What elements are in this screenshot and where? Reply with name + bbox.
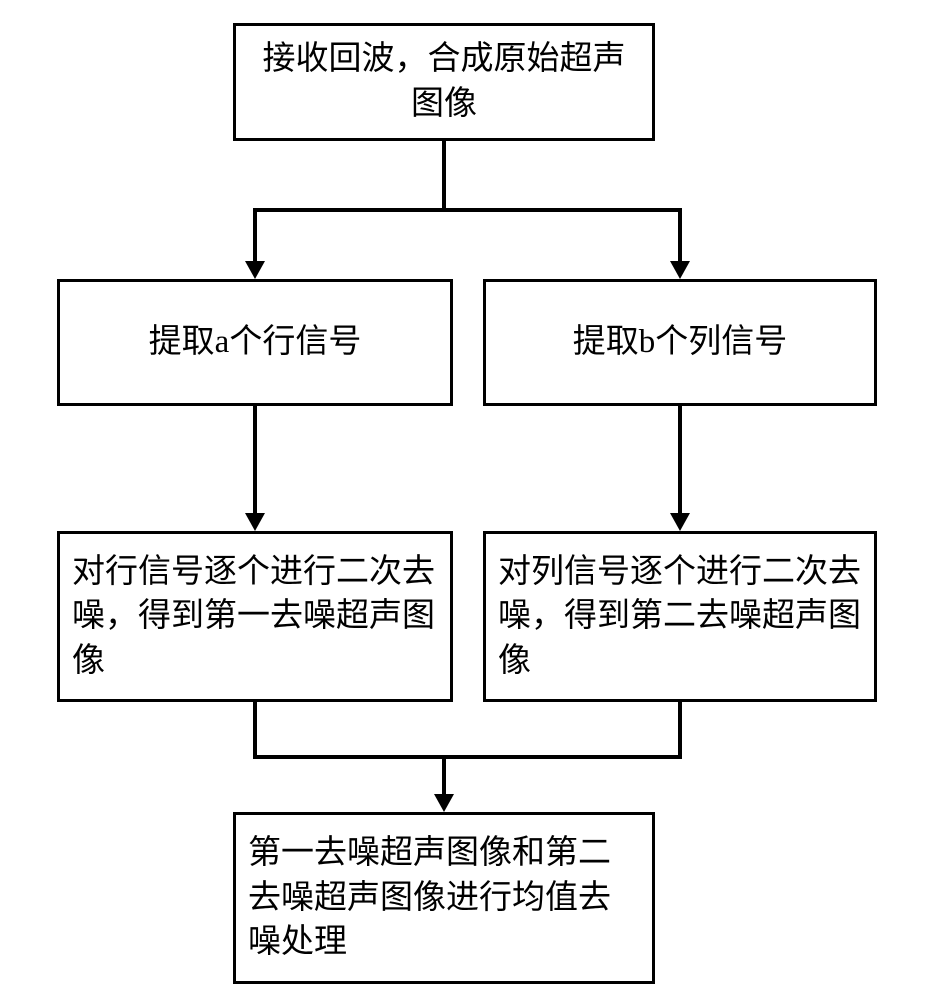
node-text: 提取b个列信号 xyxy=(573,320,788,365)
arrow-to-n5 xyxy=(670,513,690,531)
node-text: 接收回波，合成原始超声图像 xyxy=(248,37,640,126)
edge-branch-left-drop xyxy=(253,208,257,262)
node-text: 第一去噪超声图像和第二去噪超声图像进行均值去噪处理 xyxy=(248,831,640,965)
edge-n4-merge-drop xyxy=(253,702,257,759)
edge-merge-stem xyxy=(442,755,446,795)
node-text: 对列信号逐个进行二次去噪，得到第二去噪超声图像 xyxy=(498,550,862,684)
edge-branch-right-drop xyxy=(678,208,682,262)
edge-n5-merge-drop xyxy=(678,702,682,759)
flow-node-denoise-row: 对行信号逐个进行二次去噪，得到第一去噪超声图像 xyxy=(57,531,453,702)
arrow-to-n2 xyxy=(245,261,265,279)
arrow-to-n4 xyxy=(245,513,265,531)
edge-n1-stem xyxy=(442,141,446,210)
flow-node-extract-col: 提取b个列信号 xyxy=(483,279,877,406)
flow-node-mean-denoise: 第一去噪超声图像和第二去噪超声图像进行均值去噪处理 xyxy=(233,812,655,984)
flow-node-denoise-col: 对列信号逐个进行二次去噪，得到第二去噪超声图像 xyxy=(483,531,877,702)
edge-n3-n5 xyxy=(678,406,682,514)
node-text: 提取a个行信号 xyxy=(149,320,362,365)
arrow-to-n3 xyxy=(670,261,690,279)
flow-node-extract-row: 提取a个行信号 xyxy=(57,279,453,406)
arrow-to-n6 xyxy=(434,794,454,812)
edge-branch-horizontal xyxy=(253,208,682,212)
flow-node-receive-echo: 接收回波，合成原始超声图像 xyxy=(233,23,655,141)
node-text: 对行信号逐个进行二次去噪，得到第一去噪超声图像 xyxy=(72,550,438,684)
edge-n2-n4 xyxy=(253,406,257,514)
edge-merge-horizontal xyxy=(253,755,682,759)
